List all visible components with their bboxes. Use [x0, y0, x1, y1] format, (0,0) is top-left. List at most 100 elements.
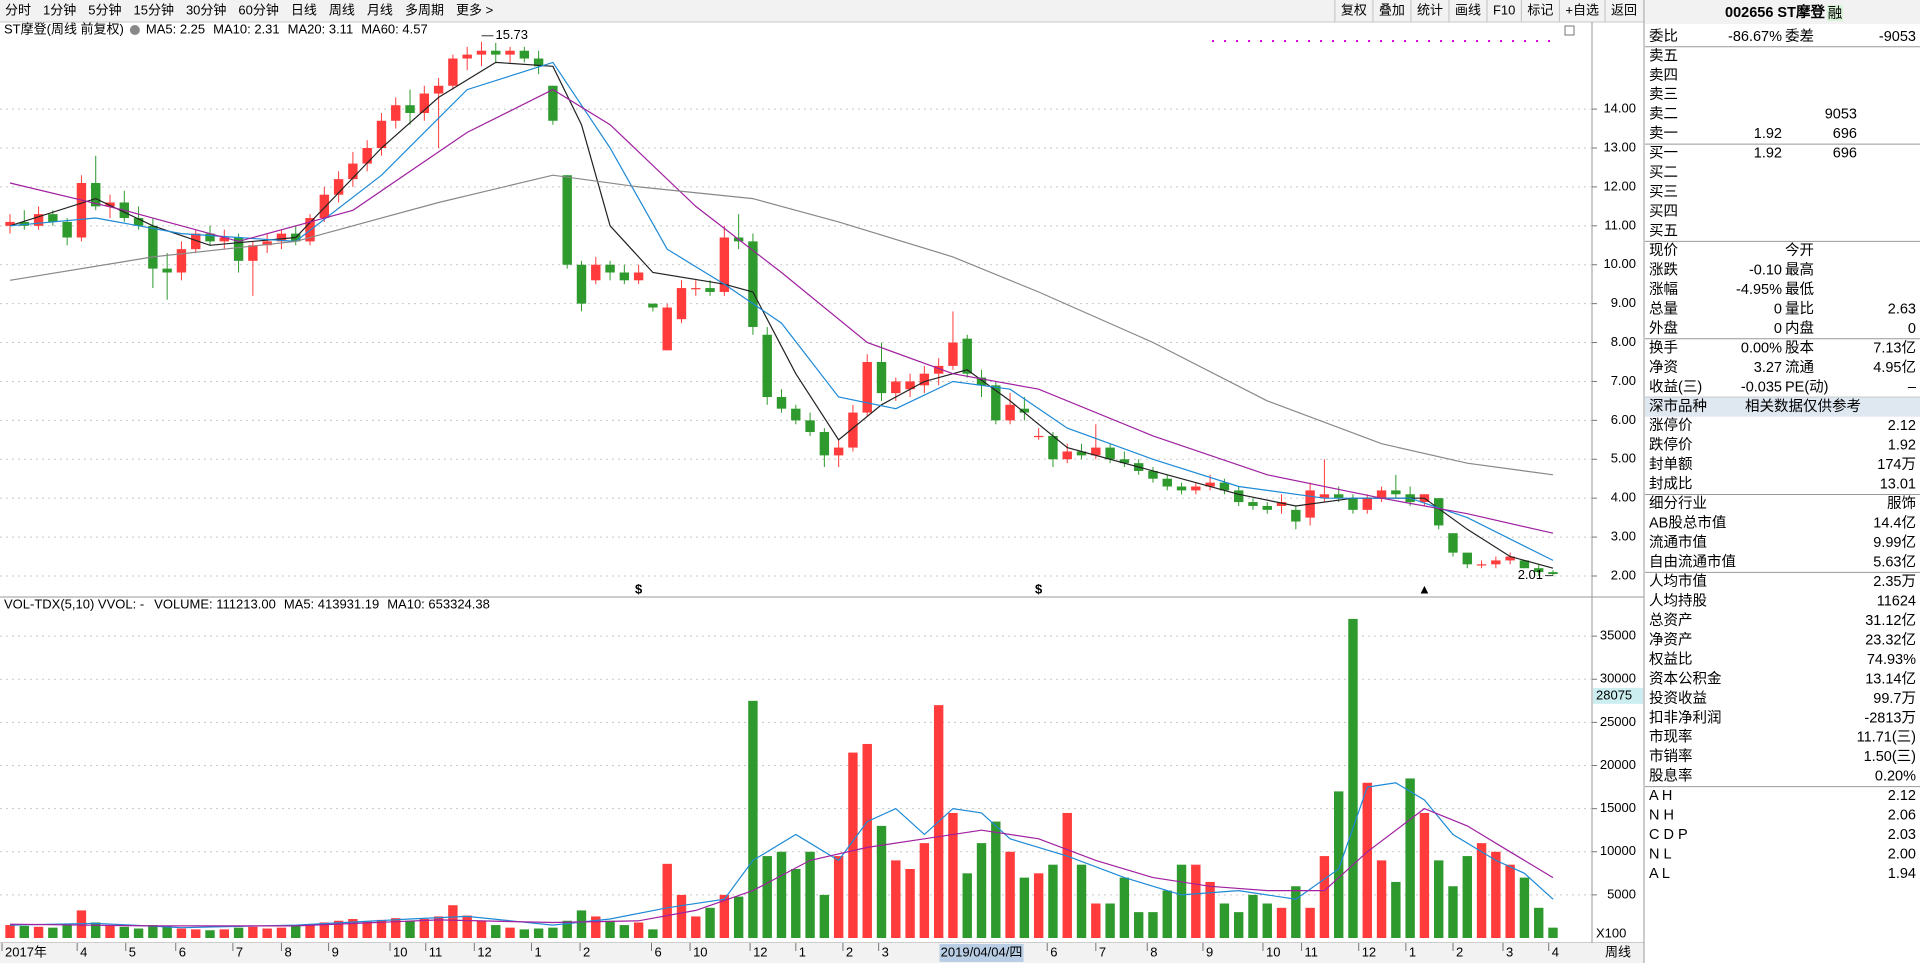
candle-body — [1091, 447, 1101, 456]
candle-body — [791, 408, 801, 421]
candle-body — [905, 381, 915, 390]
candle-body — [562, 175, 572, 265]
x-axis-strip — [0, 943, 1644, 963]
volume-bar — [1534, 907, 1544, 938]
legend-entry: MA5: 413931.19 — [284, 596, 379, 611]
volume-bar — [148, 925, 158, 938]
field-value: -0.10 — [1749, 262, 1782, 278]
tool-button[interactable]: 标记 — [1527, 2, 1553, 17]
y-tick-label: 12.00 — [1603, 178, 1636, 193]
volume-bar — [991, 821, 1001, 938]
tool-button[interactable]: 统计 — [1417, 2, 1443, 17]
field-label: 卖五 — [1649, 47, 1678, 64]
tool-button[interactable]: +自选 — [1565, 2, 1599, 17]
field-label: 资本公积金 — [1649, 670, 1722, 687]
tool-button[interactable]: 画线 — [1455, 2, 1481, 17]
field-label: 股息率 — [1649, 768, 1693, 785]
period-tab[interactable]: 分时 — [5, 2, 31, 17]
field-label: 买一 — [1649, 145, 1678, 162]
y-tick-label: 10.00 — [1603, 256, 1636, 271]
volume-bar — [176, 928, 187, 938]
cursor-label: 2019/04/04/四 — [941, 944, 1023, 959]
signal-marker: $ — [635, 581, 643, 596]
candle-body — [162, 268, 172, 273]
volume-bar — [1348, 618, 1358, 938]
candle-body — [1534, 568, 1544, 573]
signal-marker: $ — [1035, 581, 1043, 596]
candle-body — [391, 105, 401, 121]
x-tick-label: 11 — [1305, 944, 1319, 959]
volume-bar — [405, 920, 415, 938]
candle-body — [876, 361, 887, 394]
volume-bar — [633, 922, 644, 938]
candle-body — [648, 303, 658, 308]
volume-bar — [76, 910, 87, 938]
quote-price: 1.92 — [1754, 146, 1782, 162]
volume-bar — [33, 926, 44, 938]
field-value: 1.92 — [1888, 438, 1916, 454]
field-value: 2.12 — [1888, 788, 1916, 804]
annotation: 15.73 — [495, 27, 528, 42]
period-tab[interactable]: 日线 — [291, 2, 317, 17]
period-tab[interactable]: 周线 — [329, 2, 355, 17]
x-tick-label: 10 — [693, 944, 707, 959]
period-tab[interactable]: 30分钟 — [186, 2, 226, 17]
candle-body — [519, 50, 530, 59]
field-value: 13.01 — [1880, 477, 1916, 493]
field-value: 31.12亿 — [1865, 612, 1916, 629]
volume-bar — [862, 743, 872, 938]
volume-bar — [691, 916, 701, 938]
volume-bar — [905, 869, 915, 938]
tool-button[interactable]: 叠加 — [1379, 2, 1405, 17]
ma-line — [9, 807, 1554, 927]
tool-button[interactable]: F10 — [1493, 2, 1515, 17]
field-label: 净资产 — [1649, 631, 1693, 648]
field-label: N L — [1649, 847, 1672, 863]
x-tick-label: 3 — [1506, 944, 1513, 959]
field-value: 9.99亿 — [1873, 534, 1916, 551]
settings-icon[interactable] — [129, 25, 140, 35]
candle-body — [605, 264, 615, 273]
period-tab[interactable]: 15分钟 — [133, 2, 173, 17]
y-tick-label: 8.00 — [1611, 334, 1636, 349]
candle-body — [1033, 435, 1044, 438]
candle-body — [1162, 478, 1172, 487]
candle-body — [219, 237, 230, 242]
candle-body — [891, 381, 901, 394]
period-tab[interactable]: 5分钟 — [88, 2, 121, 17]
field-value: 2.00 — [1888, 847, 1916, 863]
period-tab[interactable]: 更多 > — [456, 2, 493, 17]
candle-body — [1319, 494, 1330, 499]
tool-button[interactable]: 返回 — [1611, 2, 1637, 17]
y-tick-label: 3.00 — [1611, 529, 1636, 544]
x-tick-label: 12 — [753, 944, 767, 959]
y-tick-label: 6.00 — [1611, 412, 1636, 427]
period-tab[interactable]: 1分钟 — [43, 2, 76, 17]
period-tab[interactable]: 月线 — [367, 2, 393, 17]
volume-bar — [876, 825, 887, 938]
volume-bar — [962, 873, 972, 938]
volume-bar — [462, 915, 472, 938]
legend-entry: MA10: 2.31 — [213, 21, 280, 36]
candle-body — [1219, 482, 1230, 491]
field-label: 现价 — [1649, 243, 1678, 259]
volume-bar — [419, 919, 430, 938]
volume-bar — [976, 843, 987, 938]
volume-bar — [1019, 877, 1030, 938]
period-tab[interactable]: 60分钟 — [238, 2, 278, 17]
x-tick-label: 1 — [1409, 944, 1416, 959]
field-value: -2813万 — [1864, 710, 1916, 726]
field-label: 细分行业 — [1649, 495, 1707, 512]
volume-bar — [1005, 851, 1015, 938]
period-tab[interactable]: 多周期 — [405, 2, 444, 17]
candle-body — [133, 218, 144, 226]
field-label: 卖四 — [1649, 67, 1678, 84]
volume-bar — [119, 926, 129, 938]
tool-button[interactable]: 复权 — [1341, 2, 1367, 17]
volume-bar — [1505, 864, 1515, 938]
field-label: 人均市值 — [1649, 573, 1707, 590]
window-icon[interactable] — [1564, 25, 1575, 36]
y-tick-label: 15000 — [1600, 800, 1636, 815]
field-value: -86.67% — [1728, 29, 1782, 45]
